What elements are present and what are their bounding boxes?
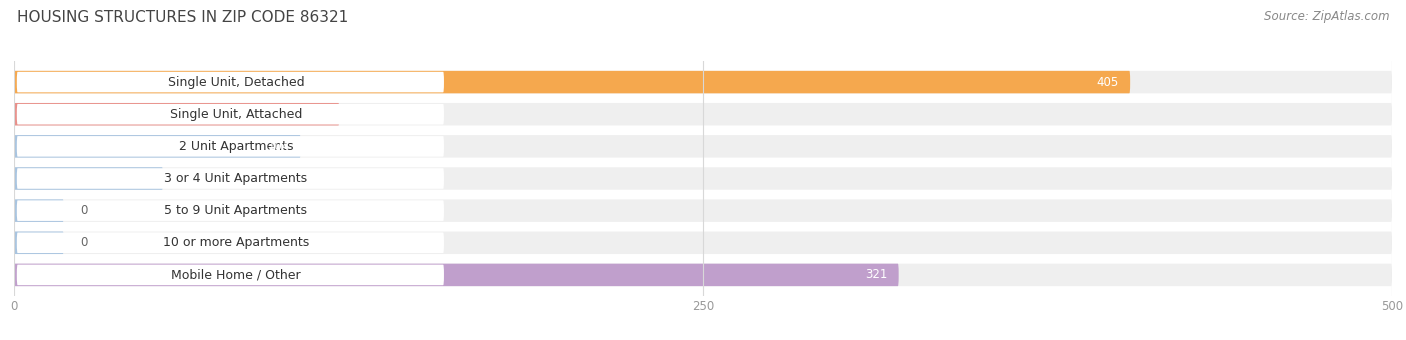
Text: 2 Unit Apartments: 2 Unit Apartments xyxy=(179,140,292,153)
FancyBboxPatch shape xyxy=(14,264,1392,286)
FancyBboxPatch shape xyxy=(17,233,444,253)
Text: Mobile Home / Other: Mobile Home / Other xyxy=(172,268,301,282)
FancyBboxPatch shape xyxy=(14,232,63,254)
FancyBboxPatch shape xyxy=(14,71,1130,94)
FancyBboxPatch shape xyxy=(14,167,1392,190)
Text: 5 to 9 Unit Apartments: 5 to 9 Unit Apartments xyxy=(165,204,308,217)
FancyBboxPatch shape xyxy=(17,200,444,221)
Text: Source: ZipAtlas.com: Source: ZipAtlas.com xyxy=(1264,10,1389,23)
FancyBboxPatch shape xyxy=(14,135,301,158)
Text: HOUSING STRUCTURES IN ZIP CODE 86321: HOUSING STRUCTURES IN ZIP CODE 86321 xyxy=(17,10,349,25)
Text: 118: 118 xyxy=(307,108,328,121)
Text: 3 or 4 Unit Apartments: 3 or 4 Unit Apartments xyxy=(165,172,308,185)
Text: 0: 0 xyxy=(80,204,87,217)
FancyBboxPatch shape xyxy=(14,167,163,190)
FancyBboxPatch shape xyxy=(17,168,444,189)
Text: 321: 321 xyxy=(865,268,887,282)
FancyBboxPatch shape xyxy=(14,232,1392,254)
Text: 10 or more Apartments: 10 or more Apartments xyxy=(163,236,309,249)
FancyBboxPatch shape xyxy=(17,136,444,157)
FancyBboxPatch shape xyxy=(17,104,444,124)
FancyBboxPatch shape xyxy=(14,103,1392,125)
FancyBboxPatch shape xyxy=(17,72,444,92)
FancyBboxPatch shape xyxy=(14,264,898,286)
Text: 104: 104 xyxy=(267,140,290,153)
Text: 0: 0 xyxy=(80,236,87,249)
Text: Single Unit, Detached: Single Unit, Detached xyxy=(167,75,304,89)
FancyBboxPatch shape xyxy=(17,265,444,285)
Text: 405: 405 xyxy=(1097,75,1119,89)
FancyBboxPatch shape xyxy=(14,103,339,125)
FancyBboxPatch shape xyxy=(14,135,1392,158)
Text: Single Unit, Attached: Single Unit, Attached xyxy=(170,108,302,121)
FancyBboxPatch shape xyxy=(14,199,1392,222)
FancyBboxPatch shape xyxy=(14,199,63,222)
Text: 54: 54 xyxy=(136,172,152,185)
FancyBboxPatch shape xyxy=(14,71,1392,94)
